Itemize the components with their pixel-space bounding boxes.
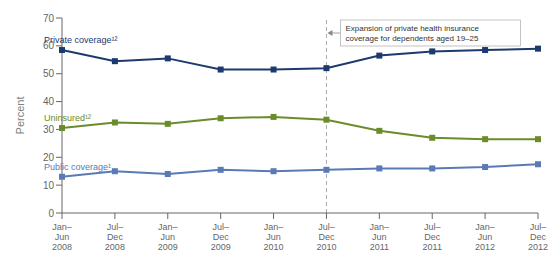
svg-text:70: 70 [43,13,55,24]
svg-text:Jul–Dec2008: Jul–Dec2008 [105,222,125,252]
svg-text:0: 0 [48,208,54,219]
svg-text:30: 30 [43,124,55,135]
svg-text:40: 40 [43,96,55,107]
svg-text:Uninsured¹²: Uninsured¹² [44,113,91,123]
svg-text:60: 60 [42,40,54,52]
svg-text:Jan–Jun2009: Jan–Jun2009 [158,222,178,252]
svg-text:Jul–Dec2011: Jul–Dec2011 [423,222,442,252]
svg-text:Jan–Jun2010: Jan–Jun2010 [264,222,284,252]
svg-text:Percent: Percent [14,97,26,135]
svg-text:Jan–Jun2008: Jan–Jun2008 [52,222,72,252]
svg-text:Jul–Dec2012: Jul–Dec2012 [528,222,548,252]
svg-text:Jan–Jun2012: Jan–Jun2012 [475,222,495,252]
svg-text:20: 20 [42,151,54,163]
svg-text:Expansion of private health in: Expansion of private health insurancecov… [345,24,479,43]
svg-text:Public coverage¹: Public coverage¹ [44,162,111,172]
svg-text:10: 10 [43,180,55,191]
svg-text:Jul–Dec2009: Jul–Dec2009 [211,222,231,252]
svg-text:50: 50 [43,68,55,79]
svg-text:Jul–Dec2010: Jul–Dec2010 [316,222,336,252]
svg-text:Private coverage¹²: Private coverage¹² [44,35,118,45]
svg-text:Jan–Jun2011: Jan–Jun2011 [370,222,390,252]
